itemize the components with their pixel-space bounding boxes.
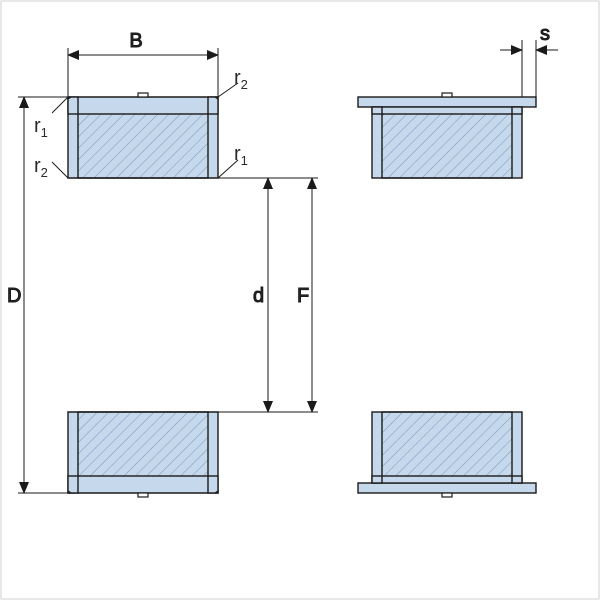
bearing-section-diagram: D B d F s r2 r1 r1 r2 — [0, 0, 600, 600]
label-D: D — [7, 285, 21, 307]
right-cross-section — [358, 93, 536, 497]
roller-hatch-top — [78, 114, 208, 178]
roller-hatch-bot-r — [382, 412, 512, 476]
label-d: d — [253, 285, 264, 307]
roller-hatch-bot — [78, 412, 208, 476]
svg-text:r1: r1 — [34, 115, 48, 140]
svg-text:r2: r2 — [234, 67, 248, 92]
left-cross-section — [68, 93, 218, 497]
label-F: F — [297, 285, 309, 307]
svg-text:r1: r1 — [234, 143, 248, 168]
svg-text:r2: r2 — [34, 155, 48, 180]
label-B: B — [129, 30, 142, 52]
roller-hatch-top-r — [382, 114, 512, 178]
label-s: s — [540, 23, 550, 45]
